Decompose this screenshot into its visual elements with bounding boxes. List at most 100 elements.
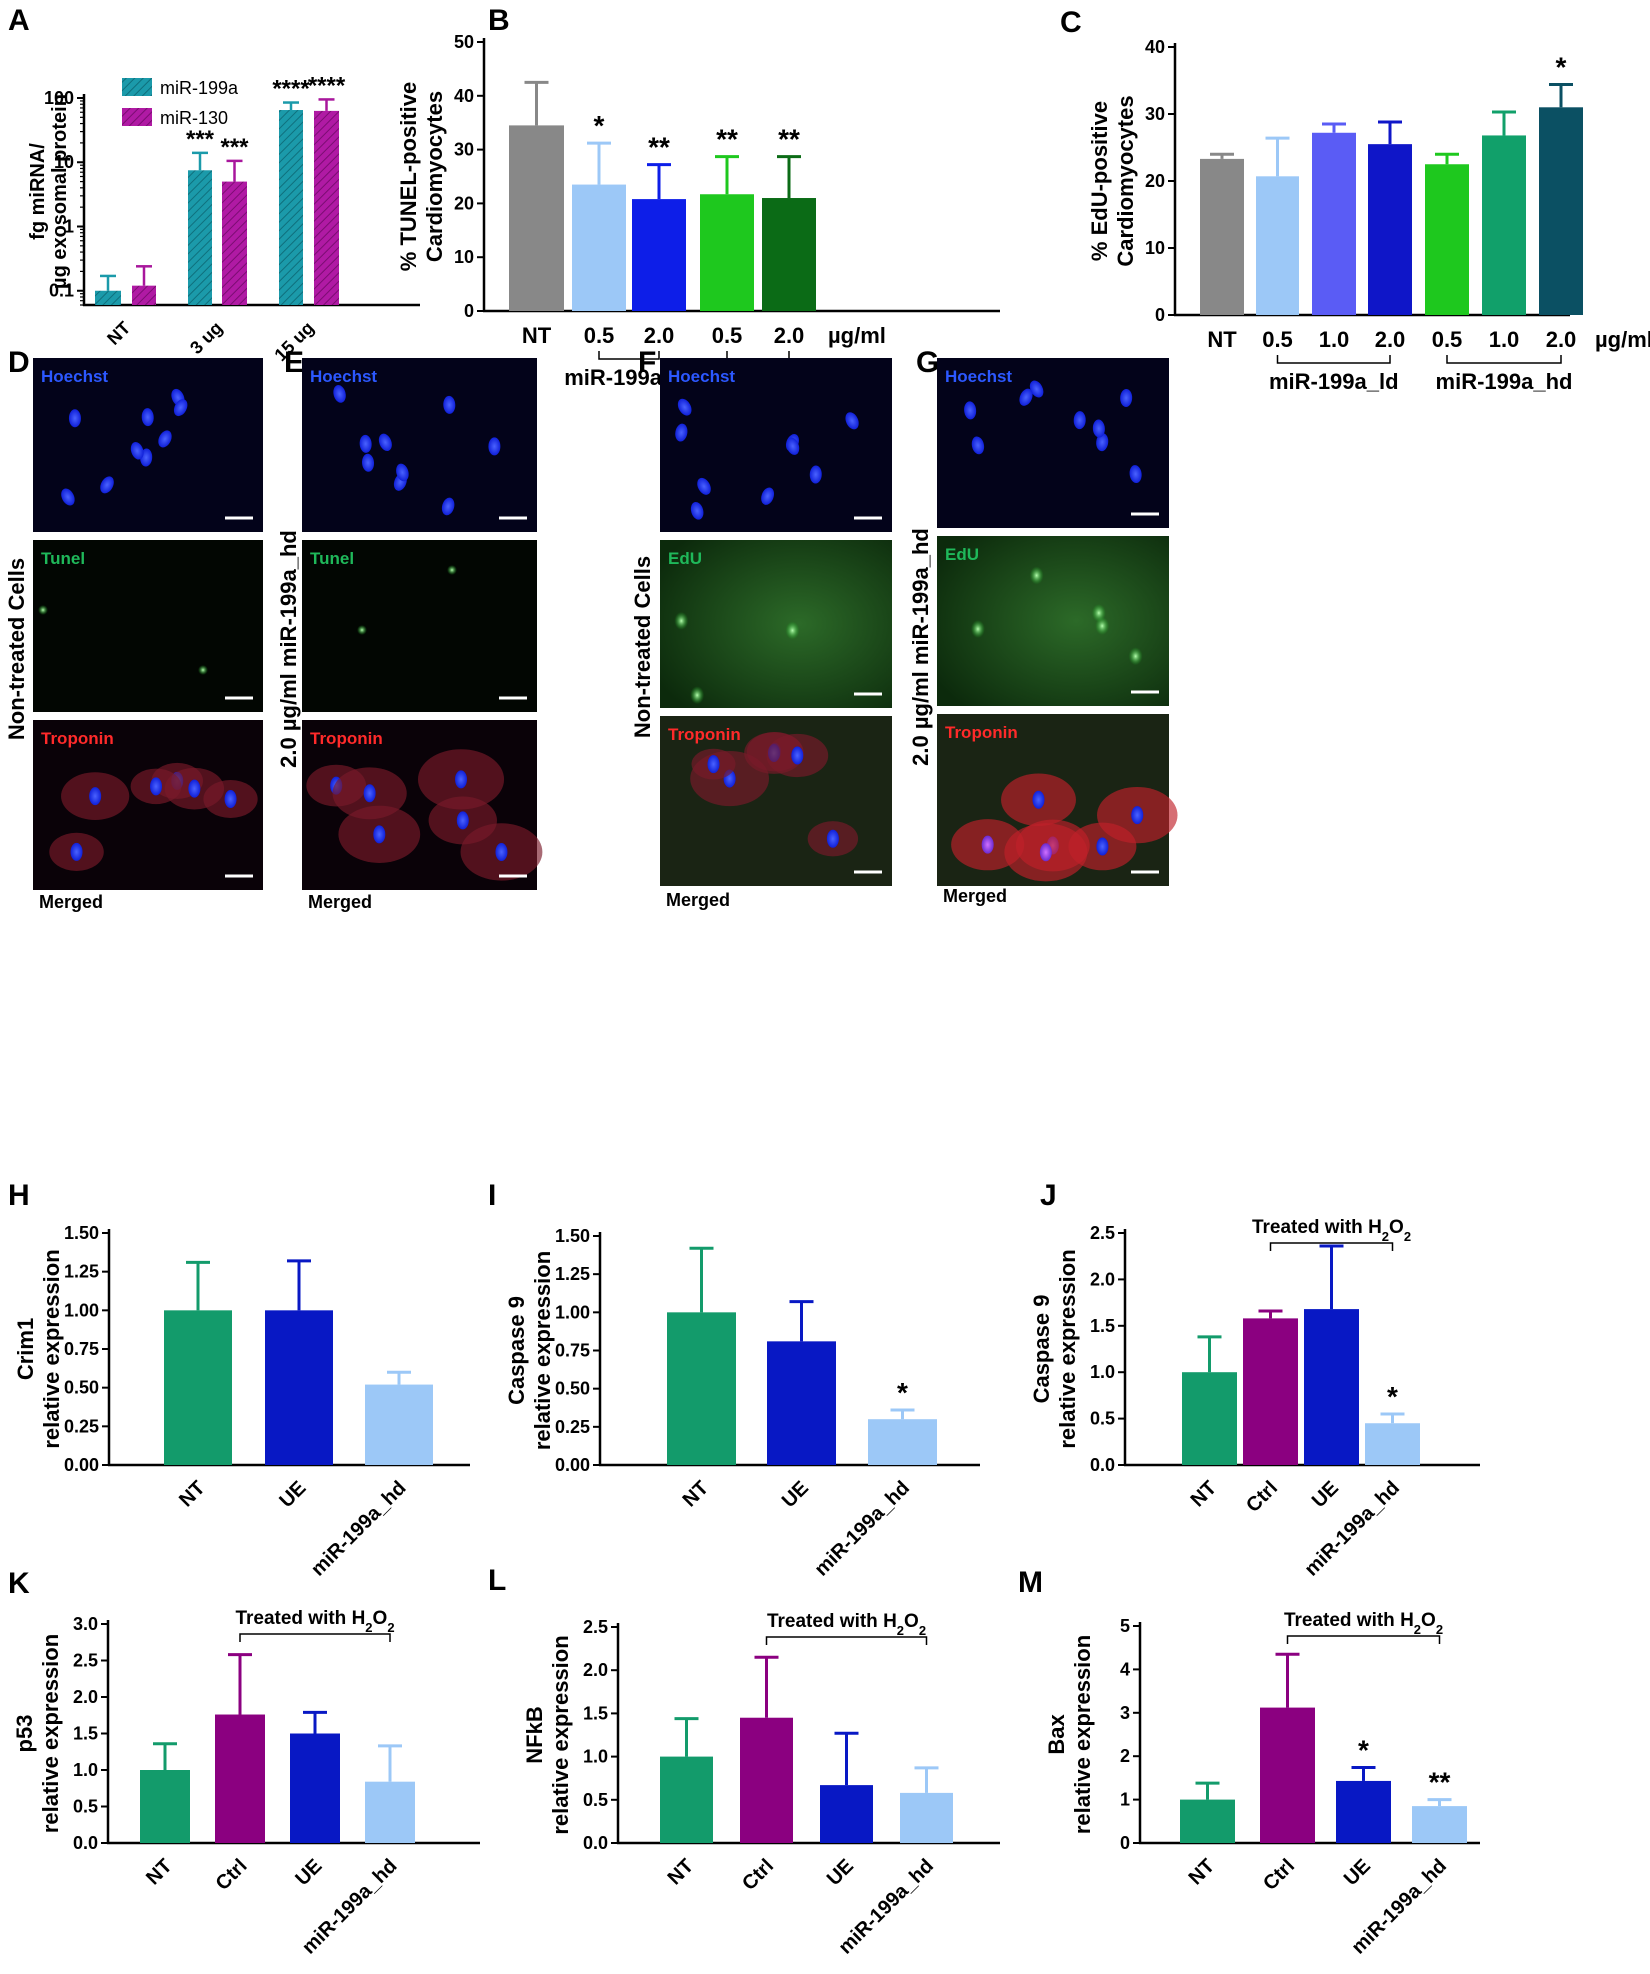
treatment-label-subscript: 2: [1414, 1622, 1421, 1637]
y-tick-label: 1: [64, 216, 74, 236]
x-tick-label: 3 ug: [186, 318, 226, 358]
panel-letter: B: [488, 4, 510, 37]
significance-stars: ****: [308, 72, 346, 99]
micrograph-panel-d: D Non-treated Cells Hoechst Tunel Troponin Me…: [4, 346, 263, 912]
x-tick-label: 0.5: [1262, 327, 1293, 352]
bar: [1539, 107, 1583, 315]
group-bracket: [726, 351, 790, 360]
x-tick-label: NT: [103, 318, 134, 349]
y-tick-label: 1.0: [1090, 1362, 1115, 1382]
panel-letter: D: [8, 346, 30, 379]
y-tick-label: 10: [454, 247, 474, 267]
significance-stars: *: [1358, 1734, 1369, 1765]
nucleus: [333, 385, 346, 403]
merged-nucleus: [149, 777, 162, 796]
x-tick-label: 2.0: [774, 323, 805, 348]
bar: [632, 199, 686, 311]
y-tick-label: 1.50: [64, 1223, 99, 1243]
x-tick-label: NT: [175, 1477, 209, 1511]
nucleus: [675, 423, 688, 442]
treatment-label-subscript: 2: [1382, 1229, 1389, 1244]
treatment-bracket: [765, 1636, 928, 1645]
y-tick-label: 2.5: [583, 1617, 608, 1637]
x-tick-label: Ctrl: [738, 1855, 778, 1895]
y-tick-label: 10: [54, 152, 74, 172]
merged-nucleus: [826, 829, 839, 848]
y-tick-label: 4: [1120, 1659, 1130, 1679]
chart-a: A 0.1 1 10 100 fg miRNA/µg exosomal protein **…: [8, 4, 420, 365]
bar: [509, 125, 564, 311]
treatment-label-text: Treated with H: [767, 1611, 897, 1632]
bar: [1412, 1806, 1467, 1843]
x-tick-label: 2.0: [1375, 327, 1406, 352]
panel-letter: L: [488, 1564, 506, 1597]
x-tick-label: Ctrl: [1259, 1855, 1299, 1895]
bar: [132, 285, 156, 305]
y-axis-label: Bax: [1044, 1714, 1069, 1755]
x-tick-label: miR-199a_hd: [810, 1477, 914, 1581]
nucleus: [396, 463, 409, 482]
panel-letter: A: [8, 4, 30, 37]
y-tick-label: 0.5: [1090, 1409, 1115, 1429]
y-axis-label: Crim1: [13, 1318, 38, 1380]
merged-nucleus: [89, 787, 102, 806]
tunel-positive-spot: [38, 605, 48, 615]
y-tick-label: 0.0: [583, 1833, 608, 1853]
chart-k: K 0.0 0.5 1.0 1.5 2.0 2.5 3.0 p53 relative expres…: [8, 1567, 480, 1959]
condition-label: Non-treated Cells: [630, 556, 655, 738]
y-tick-label: 0.00: [555, 1455, 590, 1475]
bar: [222, 181, 247, 305]
bar: [740, 1717, 793, 1843]
edu-positive-nucleus: [1128, 647, 1143, 666]
legend-swatch: [122, 78, 152, 96]
group-label: miR-199a_hd: [1436, 369, 1573, 394]
edu-positive-nucleus: [1029, 566, 1044, 585]
nucleus: [359, 434, 372, 453]
x-tick-label: 1.0: [1489, 327, 1520, 352]
bar: [188, 170, 212, 305]
y-tick-label: 0.0: [1090, 1455, 1115, 1475]
channel-label-hoechst: Hoechst: [41, 367, 108, 386]
x-tick-label: NT: [664, 1855, 698, 1889]
group-label: miR-199a_ld: [1269, 369, 1399, 394]
x-tick-label: NT: [1207, 327, 1237, 352]
legend-swatch: [122, 108, 152, 126]
channel-label-hoechst: Hoechst: [945, 367, 1012, 386]
micrograph-panel-e: E 2.0 µg/ml miR-199a_hd Hoechst Tunel Tropon…: [276, 346, 543, 912]
bar: [660, 1756, 713, 1843]
y-tick-label: 1.5: [73, 1724, 98, 1744]
treatment-label-text: O: [904, 1611, 919, 1632]
y-tick-label: 0.25: [555, 1417, 590, 1437]
nucleus: [100, 476, 114, 494]
marker-image: [302, 540, 537, 712]
nucleus: [443, 395, 456, 414]
bar: [265, 1310, 333, 1465]
y-tick-label: 1.5: [1090, 1316, 1115, 1336]
y-axis-label-line2: relative expression: [530, 1251, 555, 1450]
merged-nucleus: [224, 790, 237, 809]
tunel-positive-spot: [447, 565, 457, 575]
bar: [140, 1770, 190, 1843]
bar: [700, 194, 754, 311]
y-axis-label: % TUNEL-positive: [396, 82, 421, 271]
channel-label-troponin: Troponin: [945, 723, 1018, 742]
x-tick-label: Ctrl: [212, 1855, 252, 1895]
panel-letter: F: [638, 346, 656, 379]
condition-label: 2.0 µg/ml miR-199a_hd: [908, 528, 933, 766]
chart-i: I 0.00 0.25 0.50 0.75 1.00 1.25 1.50 Caspase 9 re…: [488, 1179, 980, 1581]
legend-entry: miR-199a: [160, 78, 239, 98]
y-tick-label: 1.5: [583, 1703, 608, 1723]
treatment-label: Treated with H2O2: [767, 1611, 926, 1638]
bar: [1260, 1707, 1315, 1843]
y-tick-label: 100: [44, 88, 74, 108]
treatment-label: Treated with H2O2: [235, 1608, 394, 1635]
bar: [1200, 158, 1244, 315]
x-tick-label: 1.0: [1319, 327, 1350, 352]
y-tick-label: 20: [454, 193, 474, 213]
channel-label-marker: EdU: [668, 549, 702, 568]
bar: [1336, 1780, 1391, 1843]
merged-nucleus: [707, 755, 720, 774]
nucleus: [1129, 465, 1142, 483]
